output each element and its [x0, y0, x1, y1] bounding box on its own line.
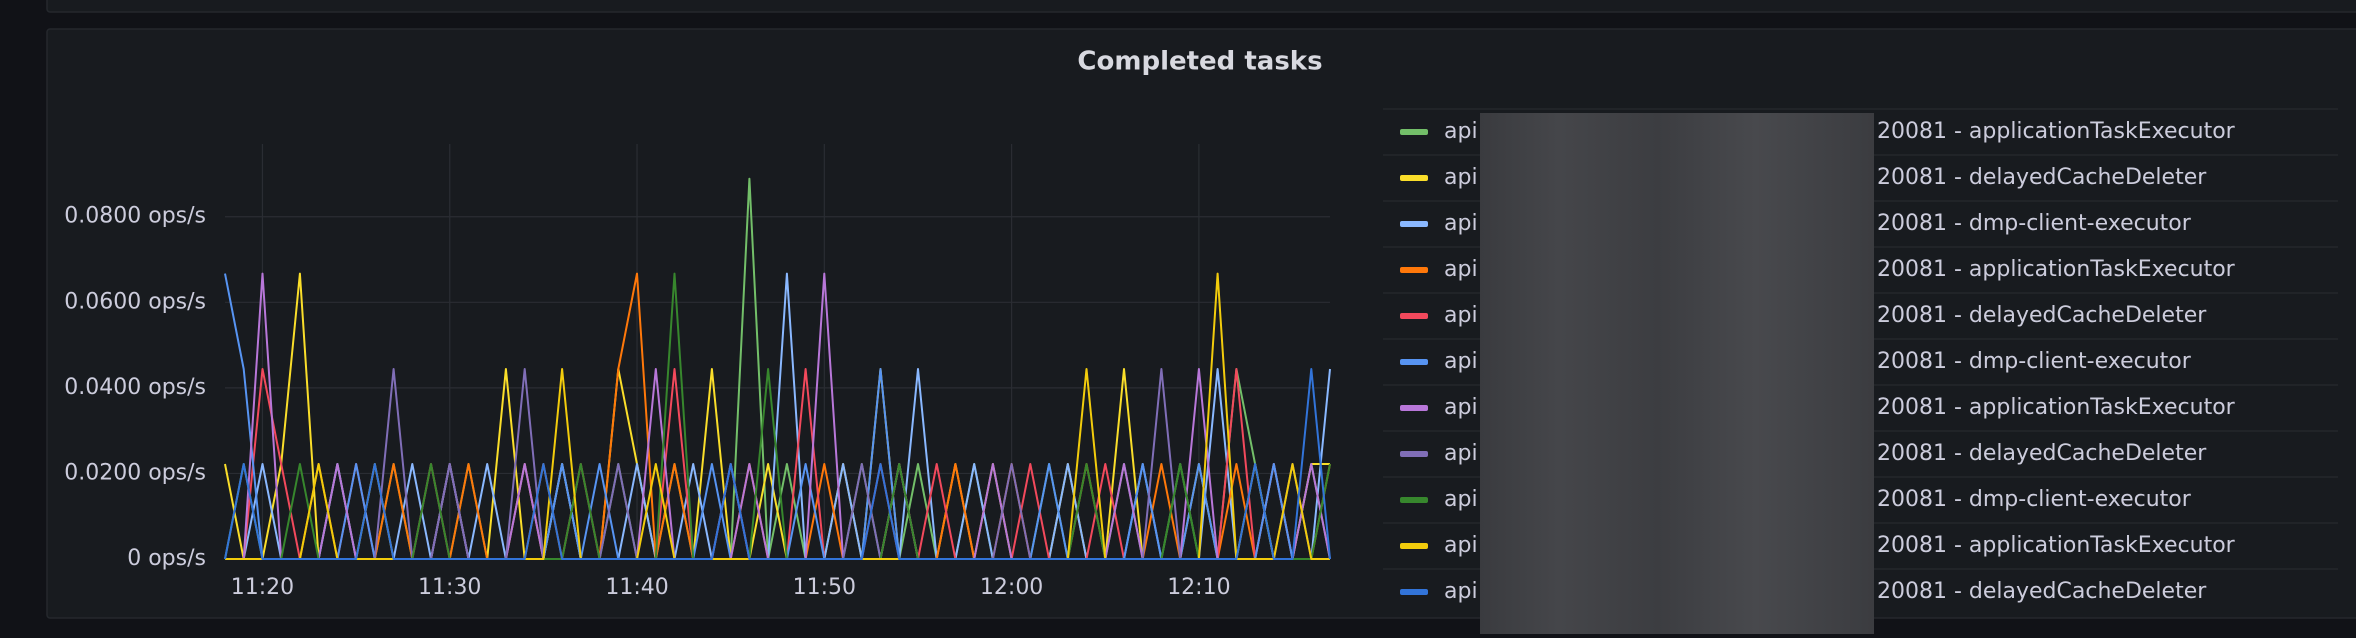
- legend-label: 20081 - applicationTaskExecutor: [1877, 257, 2236, 282]
- upper-panel: [46, 0, 2356, 13]
- legend-label: 20081 - delayedCacheDeleter: [1877, 303, 2207, 328]
- plot: 0 ops/s 0.0200 ops/s 0.0400 ops/s 0.0600 op…: [64, 144, 1331, 600]
- legend-swatch: [1400, 405, 1428, 411]
- legend-label: api: [1444, 395, 1478, 420]
- legend-swatch: [1400, 267, 1428, 273]
- panel-title: Completed tasks: [1077, 47, 1322, 77]
- x-tick-label: 12:00: [980, 575, 1043, 600]
- legend-label: api: [1444, 119, 1478, 144]
- legend-swatch: [1400, 175, 1428, 181]
- legend-swatch: [1400, 451, 1428, 457]
- legend-label: api: [1444, 579, 1478, 604]
- legend-label: 20081 - delayedCacheDeleter: [1877, 165, 2207, 190]
- legend-label: api: [1444, 441, 1478, 466]
- legend-swatch: [1400, 129, 1428, 135]
- y-tick-label: 0.0800 ops/s: [64, 204, 206, 229]
- y-tick-label: 0.0600 ops/s: [64, 289, 206, 314]
- legend-label: api: [1444, 211, 1478, 236]
- y-tick-label: 0.0200 ops/s: [64, 460, 206, 485]
- series-line: [224, 368, 1331, 560]
- legend-label: api: [1444, 165, 1478, 190]
- legend-label: 20081 - delayedCacheDeleter: [1877, 441, 2207, 466]
- x-tick-label: 12:10: [1167, 575, 1230, 600]
- redaction: [1480, 113, 1874, 634]
- legend-label: api: [1444, 533, 1478, 558]
- legend-label: 20081 - dmp-client-executor: [1877, 211, 2192, 236]
- legend: api 20081 - applicationTaskExecutor api 200…: [1383, 108, 2338, 604]
- x-tick-label: 11:50: [793, 575, 856, 600]
- y-tick-label: 0 ops/s: [127, 546, 206, 571]
- legend-swatch: [1400, 497, 1428, 503]
- legend-label: api: [1444, 303, 1478, 328]
- legend-label: 20081 - dmp-client-executor: [1877, 487, 2192, 512]
- legend-swatch: [1400, 589, 1428, 595]
- x-tick-label: 11:40: [605, 575, 668, 600]
- legend-label: api: [1444, 487, 1478, 512]
- legend-swatch: [1400, 221, 1428, 227]
- x-tick-label: 11:30: [418, 575, 481, 600]
- legend-swatch: [1400, 359, 1428, 365]
- legend-label: 20081 - applicationTaskExecutor: [1877, 395, 2236, 420]
- legend-swatch: [1400, 313, 1428, 319]
- legend-label: 20081 - applicationTaskExecutor: [1877, 533, 2236, 558]
- legend-label: 20081 - dmp-client-executor: [1877, 349, 2192, 374]
- y-tick-label: 0.0400 ops/s: [64, 375, 206, 400]
- legend-label: api: [1444, 257, 1478, 282]
- legend-label: api: [1444, 349, 1478, 374]
- legend-swatch: [1400, 543, 1428, 549]
- legend-label: 20081 - applicationTaskExecutor: [1877, 119, 2236, 144]
- legend-label: 20081 - delayedCacheDeleter: [1877, 579, 2207, 604]
- x-tick-label: 11:20: [231, 575, 294, 600]
